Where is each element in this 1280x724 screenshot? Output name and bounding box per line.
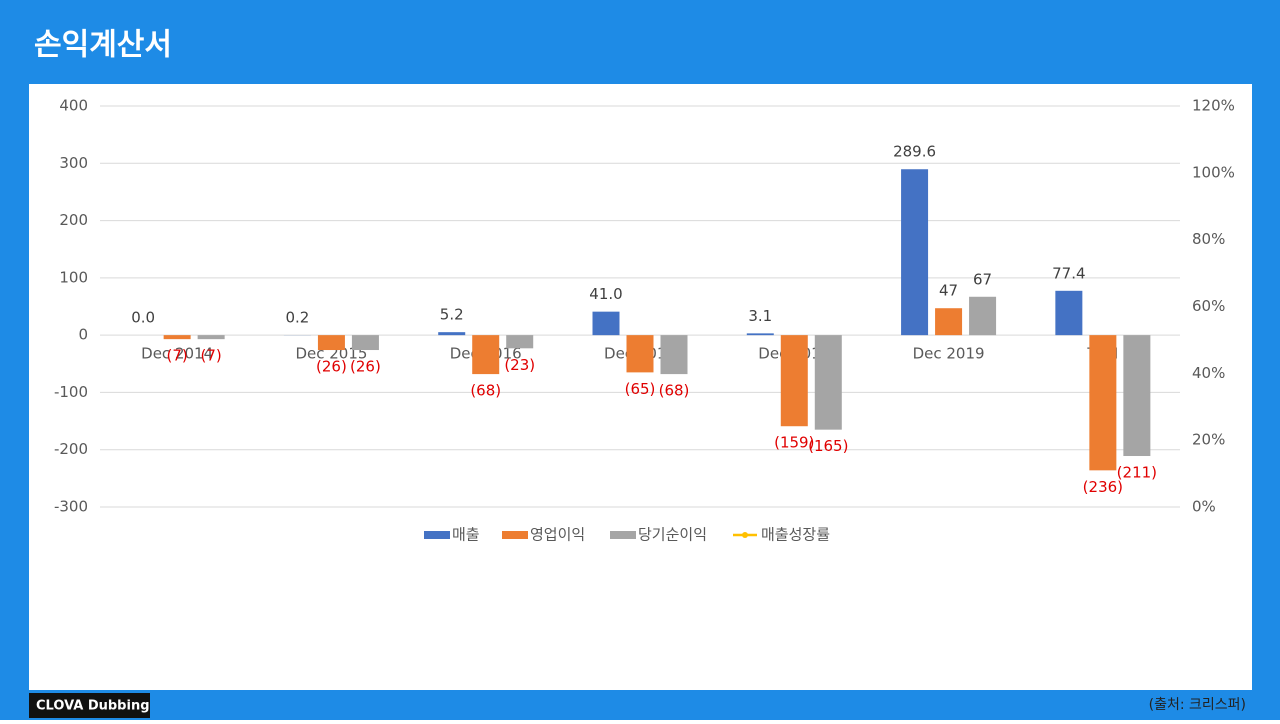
y2-tick-label: 0% [1192,498,1216,516]
y2-tick-label: 80% [1192,230,1225,248]
bar [935,308,962,335]
legend-label: 당기순이익 [638,526,707,544]
bar [781,335,808,426]
legend-swatch [502,531,528,539]
data-label: (26) [316,358,347,376]
bar [472,335,499,374]
data-label: 41.0 [589,285,622,303]
y-tick-label: 0 [78,326,88,344]
bar [901,169,928,335]
bar [164,335,191,339]
data-label: 77.4 [1052,264,1085,282]
legend-swatch [424,531,450,539]
y-tick-label: 300 [59,154,88,172]
y-tick-label: 200 [59,211,88,229]
legend-swatch [610,531,636,539]
y2-tick-label: 60% [1192,297,1225,315]
bar [438,332,465,335]
y-tick-label: 100 [59,268,88,286]
y-tick-label: -100 [54,383,88,401]
y2-tick-label: 100% [1192,163,1235,181]
data-label: 3.1 [748,307,772,325]
legend-swatch-dot [742,532,748,538]
data-label: 289.6 [893,143,936,161]
y-tick-label: -300 [54,498,88,516]
data-label: (7) [201,347,222,365]
bar [969,297,996,335]
data-label: (68) [659,382,690,400]
y-tick-label: -200 [54,440,88,458]
bar [661,335,688,374]
y-tick-label: 400 [59,97,88,115]
bar [1055,291,1082,335]
bar [1089,335,1116,470]
data-label: (23) [504,356,535,374]
legend-label: 매출 [452,526,480,544]
data-label: (7) [167,347,188,365]
data-label: 0.2 [285,309,309,327]
slide-title: 손익계산서 [34,28,172,63]
bar [747,333,774,335]
data-label: (211) [1117,464,1157,482]
data-label: 0.0 [131,309,155,327]
data-label: 47 [939,282,958,300]
logo: CLOVA Dubbing [36,699,150,714]
source: (출처: 크리스퍼) [1149,697,1246,713]
x-tick-label: Dec 2019 [913,345,985,363]
y2-tick-label: 120% [1192,97,1235,115]
legend-label: 매출성장률 [761,526,830,544]
y2-tick-label: 40% [1192,364,1225,382]
data-label: (165) [808,437,848,455]
data-label: 67 [973,270,992,288]
data-label: 5.2 [440,306,464,324]
bar [352,335,379,350]
bar [318,335,345,350]
bar [506,335,533,348]
bar [815,335,842,430]
y2-tick-label: 20% [1192,431,1225,449]
data-label: (65) [625,380,656,398]
legend-label: 영업이익 [530,526,585,544]
data-label: (68) [470,382,501,400]
bar [1123,335,1150,456]
bar [198,335,225,339]
bar [593,312,620,335]
bar [627,335,654,372]
data-label: (26) [350,358,381,376]
